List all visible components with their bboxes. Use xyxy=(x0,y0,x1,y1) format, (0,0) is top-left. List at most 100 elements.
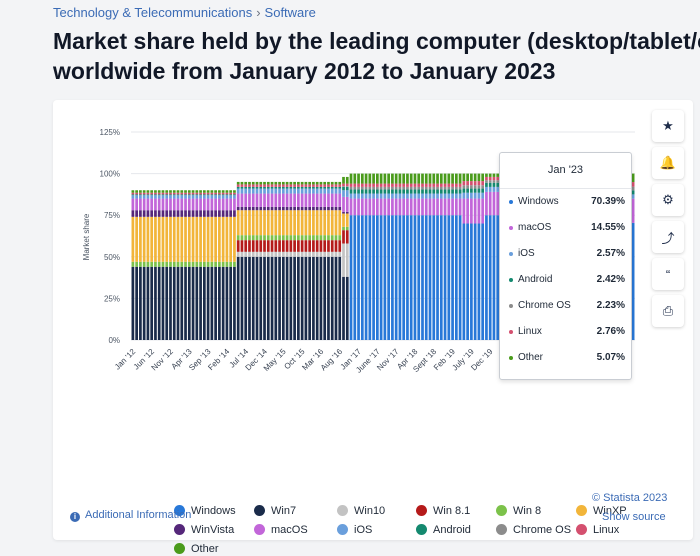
bar-stack[interactable] xyxy=(631,173,635,340)
bar-stack[interactable] xyxy=(169,190,172,340)
bar-stack[interactable] xyxy=(157,190,161,340)
bar-stack[interactable] xyxy=(312,181,315,340)
bar-stack[interactable] xyxy=(327,181,330,340)
bar-stack[interactable] xyxy=(424,173,428,340)
bar-stack[interactable] xyxy=(297,181,300,340)
bar-stack[interactable] xyxy=(436,173,439,340)
bar-stack[interactable] xyxy=(364,173,368,340)
bar-stack[interactable] xyxy=(161,190,165,340)
legend-item-win-8[interactable]: Win 8 xyxy=(496,504,541,518)
bar-stack[interactable] xyxy=(236,181,240,340)
bar-stack[interactable] xyxy=(240,181,244,340)
legend-item-winxp[interactable]: WinXP xyxy=(576,504,627,518)
bar-stack[interactable] xyxy=(432,173,436,340)
bar-stack[interactable] xyxy=(180,190,184,340)
legend-item-windows[interactable]: Windows xyxy=(174,504,236,518)
bar-stack[interactable] xyxy=(289,181,293,340)
legend-item-linux[interactable]: Linux xyxy=(576,523,619,537)
bar-stack[interactable] xyxy=(165,190,169,340)
share-button[interactable]: ⤴ xyxy=(652,221,684,253)
bar-stack[interactable] xyxy=(191,190,195,340)
bar-stack[interactable] xyxy=(387,173,390,340)
bar-stack[interactable] xyxy=(304,181,308,340)
bar-stack[interactable] xyxy=(195,190,199,340)
breadcrumb-category-link[interactable]: Technology & Telecommunications xyxy=(53,5,253,20)
bar-stack[interactable] xyxy=(477,173,481,340)
bar-stack[interactable] xyxy=(372,173,375,340)
bar-stack[interactable] xyxy=(421,173,424,340)
bar-stack[interactable] xyxy=(135,190,138,340)
bar-stack[interactable] xyxy=(274,181,278,340)
bar-stack[interactable] xyxy=(154,190,157,340)
bar-stack[interactable] xyxy=(184,190,187,340)
bar-stack[interactable] xyxy=(176,190,180,340)
bar-stack[interactable] xyxy=(225,190,229,340)
bar-stack[interactable] xyxy=(447,173,451,340)
bar-stack[interactable] xyxy=(233,190,236,340)
bar-stack[interactable] xyxy=(383,173,387,340)
bar-stack[interactable] xyxy=(353,173,357,340)
bar-stack[interactable] xyxy=(142,190,146,340)
legend-item-other[interactable]: Other xyxy=(174,542,219,556)
bar-stack[interactable] xyxy=(454,173,458,340)
bar-stack[interactable] xyxy=(293,181,296,340)
bar-stack[interactable] xyxy=(368,173,372,340)
bar-stack[interactable] xyxy=(263,181,266,340)
bar-stack[interactable] xyxy=(308,181,312,340)
bar-stack[interactable] xyxy=(349,173,353,340)
bar-stack[interactable] xyxy=(376,173,379,340)
quote-button[interactable]: “ xyxy=(652,258,684,290)
star-button[interactable]: ★ xyxy=(652,110,684,142)
show-source-link[interactable]: Show source xyxy=(602,511,666,523)
bar-stack[interactable] xyxy=(214,190,217,340)
bar-stack[interactable] xyxy=(428,173,432,340)
bar-stack[interactable] xyxy=(251,181,255,340)
bar-stack[interactable] xyxy=(259,181,263,340)
bar-stack[interactable] xyxy=(206,190,210,340)
legend-item-macos[interactable]: macOS xyxy=(254,523,308,537)
bar-stack[interactable] xyxy=(300,181,304,340)
bar-stack[interactable] xyxy=(391,173,394,340)
bar-stack[interactable] xyxy=(278,181,281,340)
bar-stack[interactable] xyxy=(451,173,454,340)
bar-stack[interactable] xyxy=(255,181,259,340)
bar-stack[interactable] xyxy=(413,173,417,340)
bar-stack[interactable] xyxy=(443,173,447,340)
bar-stack[interactable] xyxy=(315,181,319,340)
bar-stack[interactable] xyxy=(402,173,406,340)
bar-stack[interactable] xyxy=(470,173,473,340)
legend-item-win7[interactable]: Win7 xyxy=(254,504,296,518)
bar-stack[interactable] xyxy=(394,173,398,340)
bar-stack[interactable] xyxy=(485,173,488,340)
legend-item-chrome-os[interactable]: Chrome OS xyxy=(496,523,571,537)
bar-stack[interactable] xyxy=(334,181,338,340)
bar-stack[interactable] xyxy=(281,181,285,340)
bar-stack[interactable] xyxy=(417,173,421,340)
bar-stack[interactable] xyxy=(398,173,402,340)
bar-stack[interactable] xyxy=(330,181,334,340)
bar-stack[interactable] xyxy=(266,181,270,340)
bar-stack[interactable] xyxy=(458,173,462,340)
bar-stack[interactable] xyxy=(345,176,349,340)
bar-stack[interactable] xyxy=(357,173,360,340)
bar-stack[interactable] xyxy=(202,190,206,340)
legend-item-winvista[interactable]: WinVista xyxy=(174,523,234,537)
legend-item-android[interactable]: Android xyxy=(416,523,471,537)
bar-stack[interactable] xyxy=(210,190,214,340)
bar-stack[interactable] xyxy=(481,173,485,340)
bar-stack[interactable] xyxy=(439,173,443,340)
bar-stack[interactable] xyxy=(492,173,496,340)
bar-stack[interactable] xyxy=(360,173,364,340)
bar-stack[interactable] xyxy=(406,173,409,340)
bar-stack[interactable] xyxy=(146,190,150,340)
bar-stack[interactable] xyxy=(187,190,191,340)
legend-item-win-8-1[interactable]: Win 8.1 xyxy=(416,504,470,518)
bar-stack[interactable] xyxy=(270,181,274,340)
bar-stack[interactable] xyxy=(462,173,466,340)
gear-button[interactable]: ⚙ xyxy=(652,184,684,216)
print-button[interactable]: ⎙ xyxy=(652,295,684,327)
bar-stack[interactable] xyxy=(221,190,225,340)
bar-stack[interactable] xyxy=(248,181,251,340)
bar-stack[interactable] xyxy=(319,181,323,340)
bar-stack[interactable] xyxy=(150,190,154,340)
